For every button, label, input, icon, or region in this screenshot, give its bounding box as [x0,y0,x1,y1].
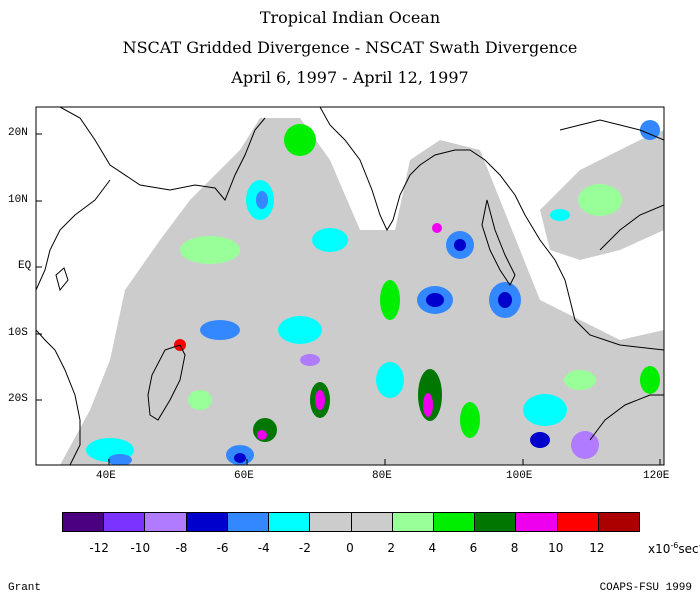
colorbar-unit: x10-6sec-1 [648,541,700,556]
colorbar-tick-label: 10 [548,541,564,555]
colorbar-swatch [556,513,598,531]
colorbar-tick-label: 12 [589,541,605,555]
lat-label-20s: 20S [8,393,28,405]
colorbar-tick-label: -4 [257,541,270,555]
divergence-patches [86,120,660,465]
lon-label-60e: 60E [234,470,254,482]
lon-label-80e: 80E [372,470,392,482]
lon-ticks [108,459,661,465]
colorbar-swatch [350,513,392,531]
date-range: April 6, 1997 - April 12, 1997 [231,68,469,87]
colorbar-swatch [226,513,269,531]
map-frame [35,106,665,466]
colorbar-swatch [309,513,351,531]
colorbar-swatch [268,513,310,531]
lat-label-10n: 10N [8,194,28,206]
colorbar-tick-label: -2 [298,541,311,555]
lat-label-10s: 10S [8,327,28,339]
colorbar-swatch [63,513,104,531]
coastlines [36,107,664,465]
colorbar-tick-label: 4 [428,541,437,555]
source-credit: COAPS-FSU 1999 [599,582,692,594]
colorbar-swatch [515,513,557,531]
lon-label-120e: 120E [643,470,670,482]
colorbar-tick-label: 0 [346,541,354,555]
colorbar-tick-label: 2 [387,541,395,555]
colorbar-tick-label: -12 [89,541,109,555]
colorbar-swatch [597,513,640,531]
lat-label-eq: EQ [18,260,32,272]
ocean-field [60,118,664,465]
colorbar-swatch [185,513,227,531]
colorbar-swatch [391,513,433,531]
colorbar-tick-label: -8 [175,541,188,555]
colorbar-swatch [144,513,186,531]
map-subtitle: NSCAT Gridded Divergence - NSCAT Swath D… [122,38,578,57]
colorbar [62,512,640,532]
lon-label-40e: 40E [96,470,116,482]
author-credit: Grant [8,582,42,594]
colorbar-tick-label: 8 [510,541,519,555]
colorbar-swatch [432,513,475,531]
colorbar-swatch [103,513,145,531]
colorbar-tick-label: -6 [216,541,229,555]
colorbar-tick-label: 6 [469,541,478,555]
colorbar-tick-label: -10 [130,541,151,555]
map-title: Tropical Indian Ocean [259,8,441,27]
lat-ticks [36,133,42,401]
colorbar-swatch [474,513,516,531]
lon-label-100e: 100E [506,470,533,482]
lat-label-20n: 20N [8,127,28,139]
